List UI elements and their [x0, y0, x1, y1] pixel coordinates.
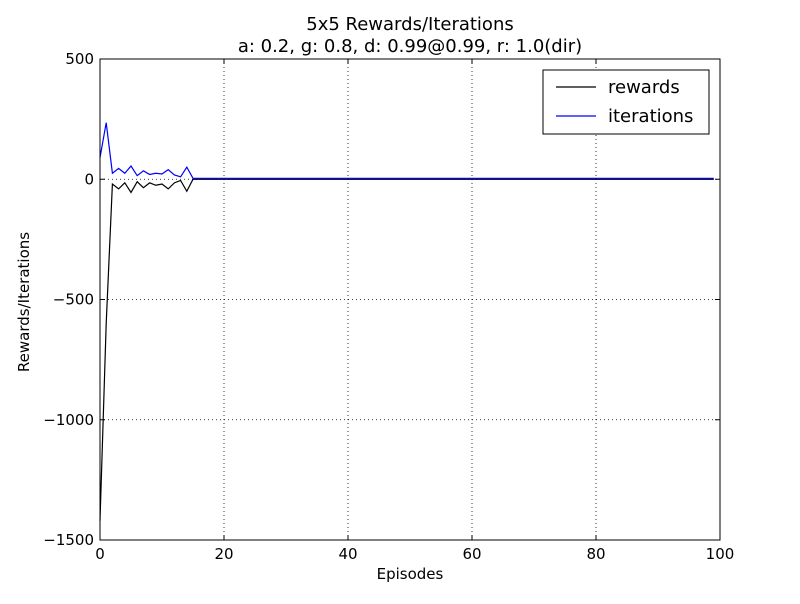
x-tick-label: 0 [95, 545, 105, 563]
y-tick-label: 500 [65, 50, 94, 68]
chart-title: 5x5 Rewards/Iterations [306, 14, 513, 35]
x-tick-label: 40 [338, 545, 357, 563]
series-line-iterations [99, 122, 714, 179]
chart-subtitle: a: 0.2, g: 0.8, d: 0.99@0.99, r: 1.0(dir… [238, 36, 582, 57]
series-lines [99, 122, 714, 521]
axis-ticks: 0 20 40 60 80 100 −1500 −1000 −500 0 500 [43, 50, 734, 563]
x-tick-label: 60 [462, 545, 481, 563]
y-axis-label: Rewards/Iterations [15, 232, 33, 372]
series-line-rewards [99, 178, 714, 521]
x-tick-label: 20 [214, 545, 233, 563]
y-tick-label: −1000 [43, 411, 94, 429]
x-tick-label: 100 [706, 545, 735, 563]
x-tick-label: 80 [586, 545, 605, 563]
x-axis-label: Episodes [377, 565, 444, 583]
legend: rewards iterations [542, 69, 710, 135]
legend-box [542, 69, 710, 135]
y-tick-label: −1500 [43, 531, 94, 549]
legend-label-rewards: rewards [608, 77, 680, 98]
legend-label-iterations: iterations [608, 106, 693, 127]
y-tick-label: −500 [53, 291, 94, 309]
y-tick-label: 0 [84, 170, 94, 188]
